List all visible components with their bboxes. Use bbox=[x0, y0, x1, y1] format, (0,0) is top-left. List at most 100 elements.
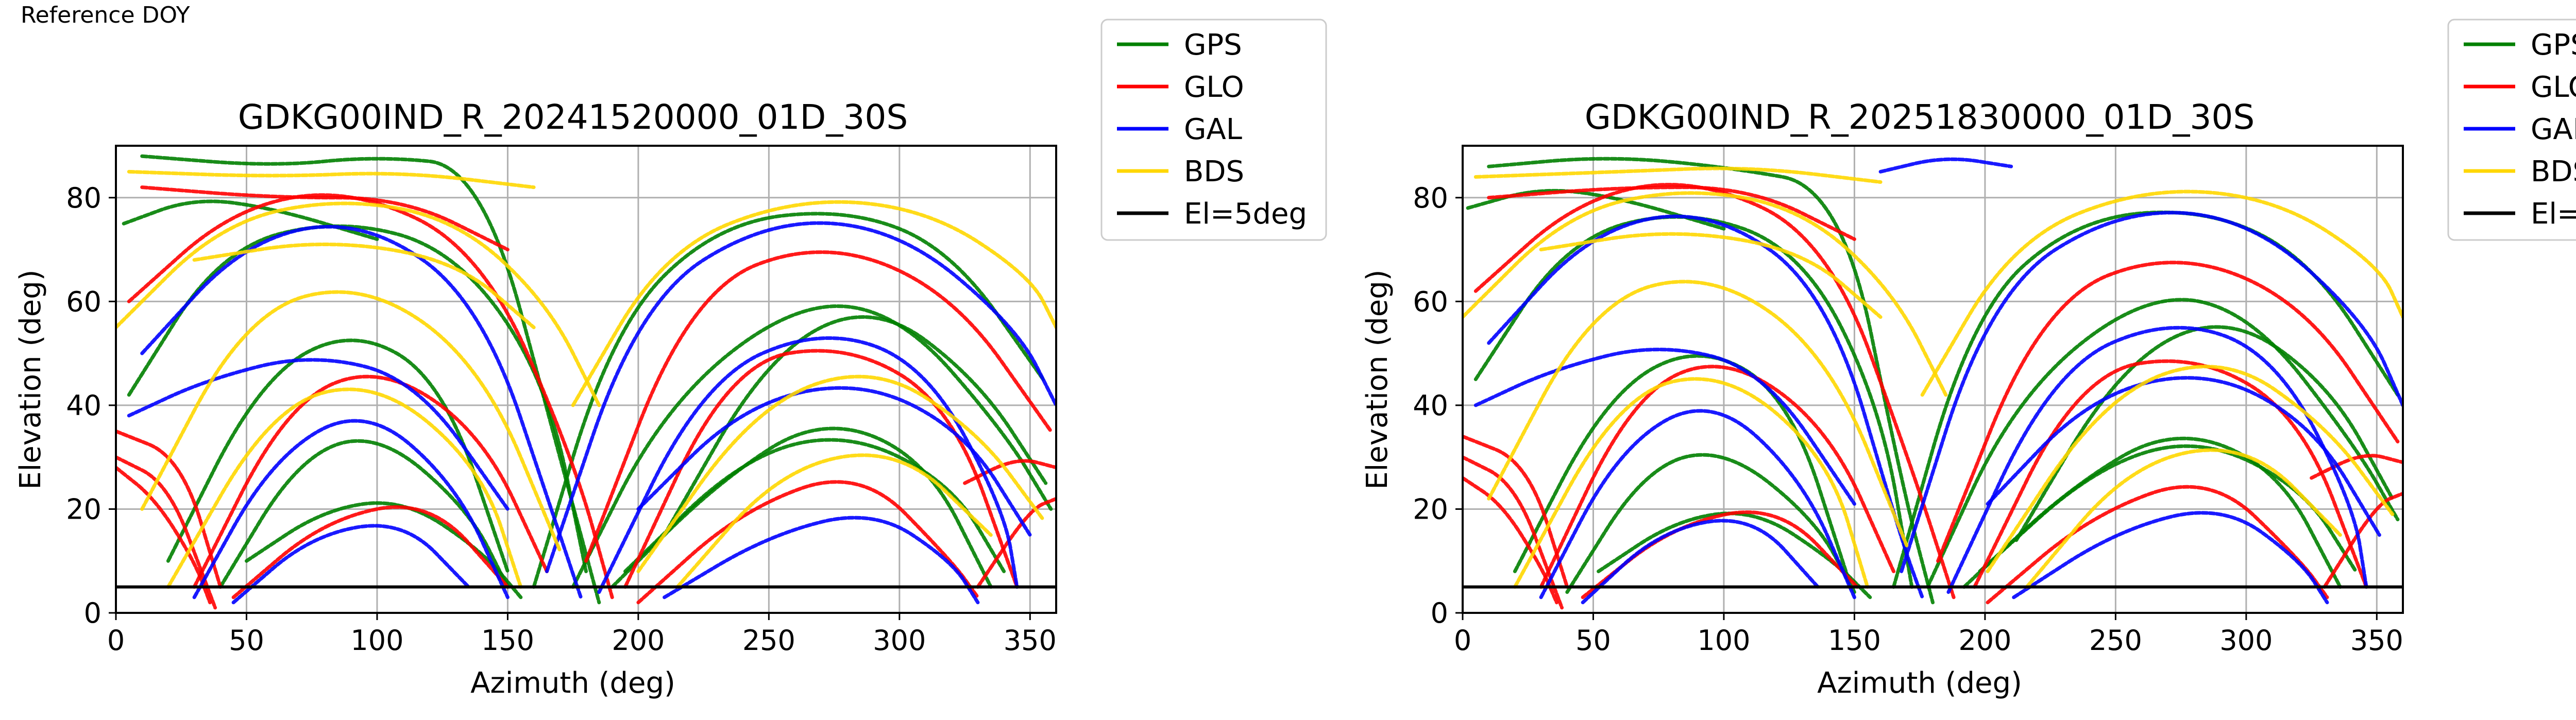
satellite-arc bbox=[116, 455, 217, 610]
legend-label-gal: GAL bbox=[2531, 113, 2576, 146]
satellite-arc bbox=[1463, 434, 1569, 589]
y-tick-label: 20 bbox=[1413, 493, 1448, 525]
x-tick-label: 0 bbox=[1454, 624, 1471, 657]
y-tick-label: 80 bbox=[66, 182, 101, 214]
satellite-arc bbox=[166, 338, 510, 573]
legend-frame bbox=[1100, 19, 1327, 241]
satellite-arc bbox=[1986, 376, 2381, 537]
satellite-arc bbox=[140, 154, 601, 605]
series-layer bbox=[1463, 157, 2403, 610]
satellite-arc bbox=[1473, 183, 1956, 599]
satellite-arc bbox=[663, 315, 1048, 537]
y-tick-label: 40 bbox=[66, 389, 101, 422]
satellite-arc bbox=[663, 516, 980, 605]
satellite-arc bbox=[1920, 190, 2403, 397]
plot-frame bbox=[115, 145, 1057, 614]
satellite-arc bbox=[2025, 448, 2342, 589]
chart-title: GDKG00IND_R_20241520000_01D_30S bbox=[238, 97, 908, 137]
satellite-arc bbox=[1978, 444, 2358, 573]
satellite-arc bbox=[571, 200, 1056, 407]
satellite-arc bbox=[1463, 476, 1558, 605]
y-tick-labels: 0 20 40 60 80 bbox=[66, 182, 116, 629]
y-tick-label: 0 bbox=[1431, 597, 1448, 629]
satellite-arc bbox=[675, 453, 993, 589]
y-tick-label: 20 bbox=[66, 493, 101, 525]
legend-label-gps: GPS bbox=[2531, 28, 2576, 62]
satellite-arc bbox=[2014, 325, 2395, 542]
satellite-arc bbox=[245, 501, 523, 599]
satellite-arc bbox=[1900, 211, 2403, 573]
satellite-arc bbox=[192, 243, 536, 330]
skyplot-chart-left: GDKG00IND_R_20241520000_01D_30S 0 50 100 15… bbox=[14, 19, 1327, 700]
legend: GPS GLO GAL BDS El=5deg bbox=[1100, 19, 1327, 241]
satellite-arc bbox=[1973, 359, 2368, 589]
satellite-arc bbox=[231, 505, 510, 599]
satellite-arc bbox=[1466, 188, 1726, 231]
legend-label-gal: GAL bbox=[1184, 113, 1242, 146]
y-tick-labels: 0 20 40 60 80 bbox=[1413, 182, 1463, 629]
satellite-arc bbox=[231, 524, 470, 605]
x-tick-label: 150 bbox=[1828, 624, 1881, 657]
x-tick-label: 250 bbox=[2089, 624, 2142, 657]
x-tick-label: 150 bbox=[481, 624, 534, 657]
satellite-arc bbox=[1473, 166, 1883, 184]
series-gps bbox=[122, 154, 1053, 605]
reference-doy-label: Reference DOY bbox=[21, 2, 190, 28]
y-axis-label: Elevation (deg) bbox=[14, 269, 47, 489]
y-tick-label: 0 bbox=[84, 597, 101, 629]
satellite-arc bbox=[192, 419, 510, 599]
x-tick-label: 100 bbox=[1697, 624, 1750, 657]
legend-label-bds: BDS bbox=[1184, 155, 1244, 188]
x-tick-label: 200 bbox=[612, 624, 665, 657]
legend-label-glo: GLO bbox=[2531, 71, 2576, 104]
satellite-arc bbox=[116, 201, 601, 407]
satellite-arc bbox=[1487, 157, 1935, 605]
satellite-arc bbox=[2310, 454, 2403, 480]
x-tick-label: 50 bbox=[1575, 624, 1611, 657]
skyplot-chart-right: GDKG00IND_R_20251830000_01D_30S 0 50 100 15… bbox=[1361, 19, 2576, 700]
satellite-arc bbox=[140, 290, 562, 553]
x-axis-label: Azimuth (deg) bbox=[470, 666, 675, 700]
satellite-arc bbox=[1487, 280, 1909, 547]
y-tick-label: 80 bbox=[1413, 182, 1448, 214]
x-tick-label: 250 bbox=[742, 624, 795, 657]
satellite-arc bbox=[1539, 232, 1883, 319]
y-tick-label: 60 bbox=[1413, 285, 1448, 318]
satellite-arc bbox=[1986, 365, 2395, 573]
y-tick-label: 60 bbox=[66, 285, 101, 318]
satellite-arc bbox=[532, 212, 1045, 589]
x-tick-label: 300 bbox=[2219, 624, 2273, 657]
satellite-arc bbox=[218, 439, 510, 589]
x-axis-label: Azimuth (deg) bbox=[1817, 666, 2022, 700]
satellite-arc bbox=[623, 349, 1019, 589]
series-bds bbox=[116, 169, 1056, 589]
chart-title: GDKG00IND_R_20251830000_01D_30S bbox=[1585, 97, 2255, 137]
series-bds bbox=[1463, 166, 2403, 589]
legend-label-gps: GPS bbox=[1184, 28, 1242, 62]
satellite-arc bbox=[2012, 511, 2329, 605]
satellite-arc bbox=[1946, 325, 2368, 594]
series-layer bbox=[116, 154, 1056, 610]
plot-frame bbox=[1462, 145, 2404, 614]
satellite-arc bbox=[127, 358, 510, 511]
series-glo bbox=[1463, 183, 2403, 610]
y-tick-label: 40 bbox=[1413, 389, 1448, 422]
x-tick-label: 200 bbox=[1958, 624, 2011, 657]
x-tick-label: 300 bbox=[873, 624, 926, 657]
satellite-arc bbox=[1878, 157, 2013, 174]
x-tick-label: 100 bbox=[350, 624, 403, 657]
satellite-arc bbox=[116, 429, 223, 589]
x-tick-label: 350 bbox=[1004, 624, 1057, 657]
satellite-arc bbox=[571, 304, 1053, 589]
satellite-arc bbox=[623, 438, 1006, 573]
legend-label-bds: BDS bbox=[2531, 155, 2576, 188]
satellite-arc bbox=[122, 199, 379, 241]
satellite-arc bbox=[597, 336, 1019, 594]
satellite-arc bbox=[140, 185, 510, 252]
legend-label-glo: GLO bbox=[1184, 71, 1244, 104]
satellite-arc bbox=[1463, 191, 1948, 397]
satellite-arc bbox=[584, 250, 1053, 563]
satellite-arc bbox=[636, 374, 1045, 573]
satellite-arc bbox=[127, 193, 614, 599]
y-axis-label: Elevation (deg) bbox=[1361, 269, 1394, 489]
